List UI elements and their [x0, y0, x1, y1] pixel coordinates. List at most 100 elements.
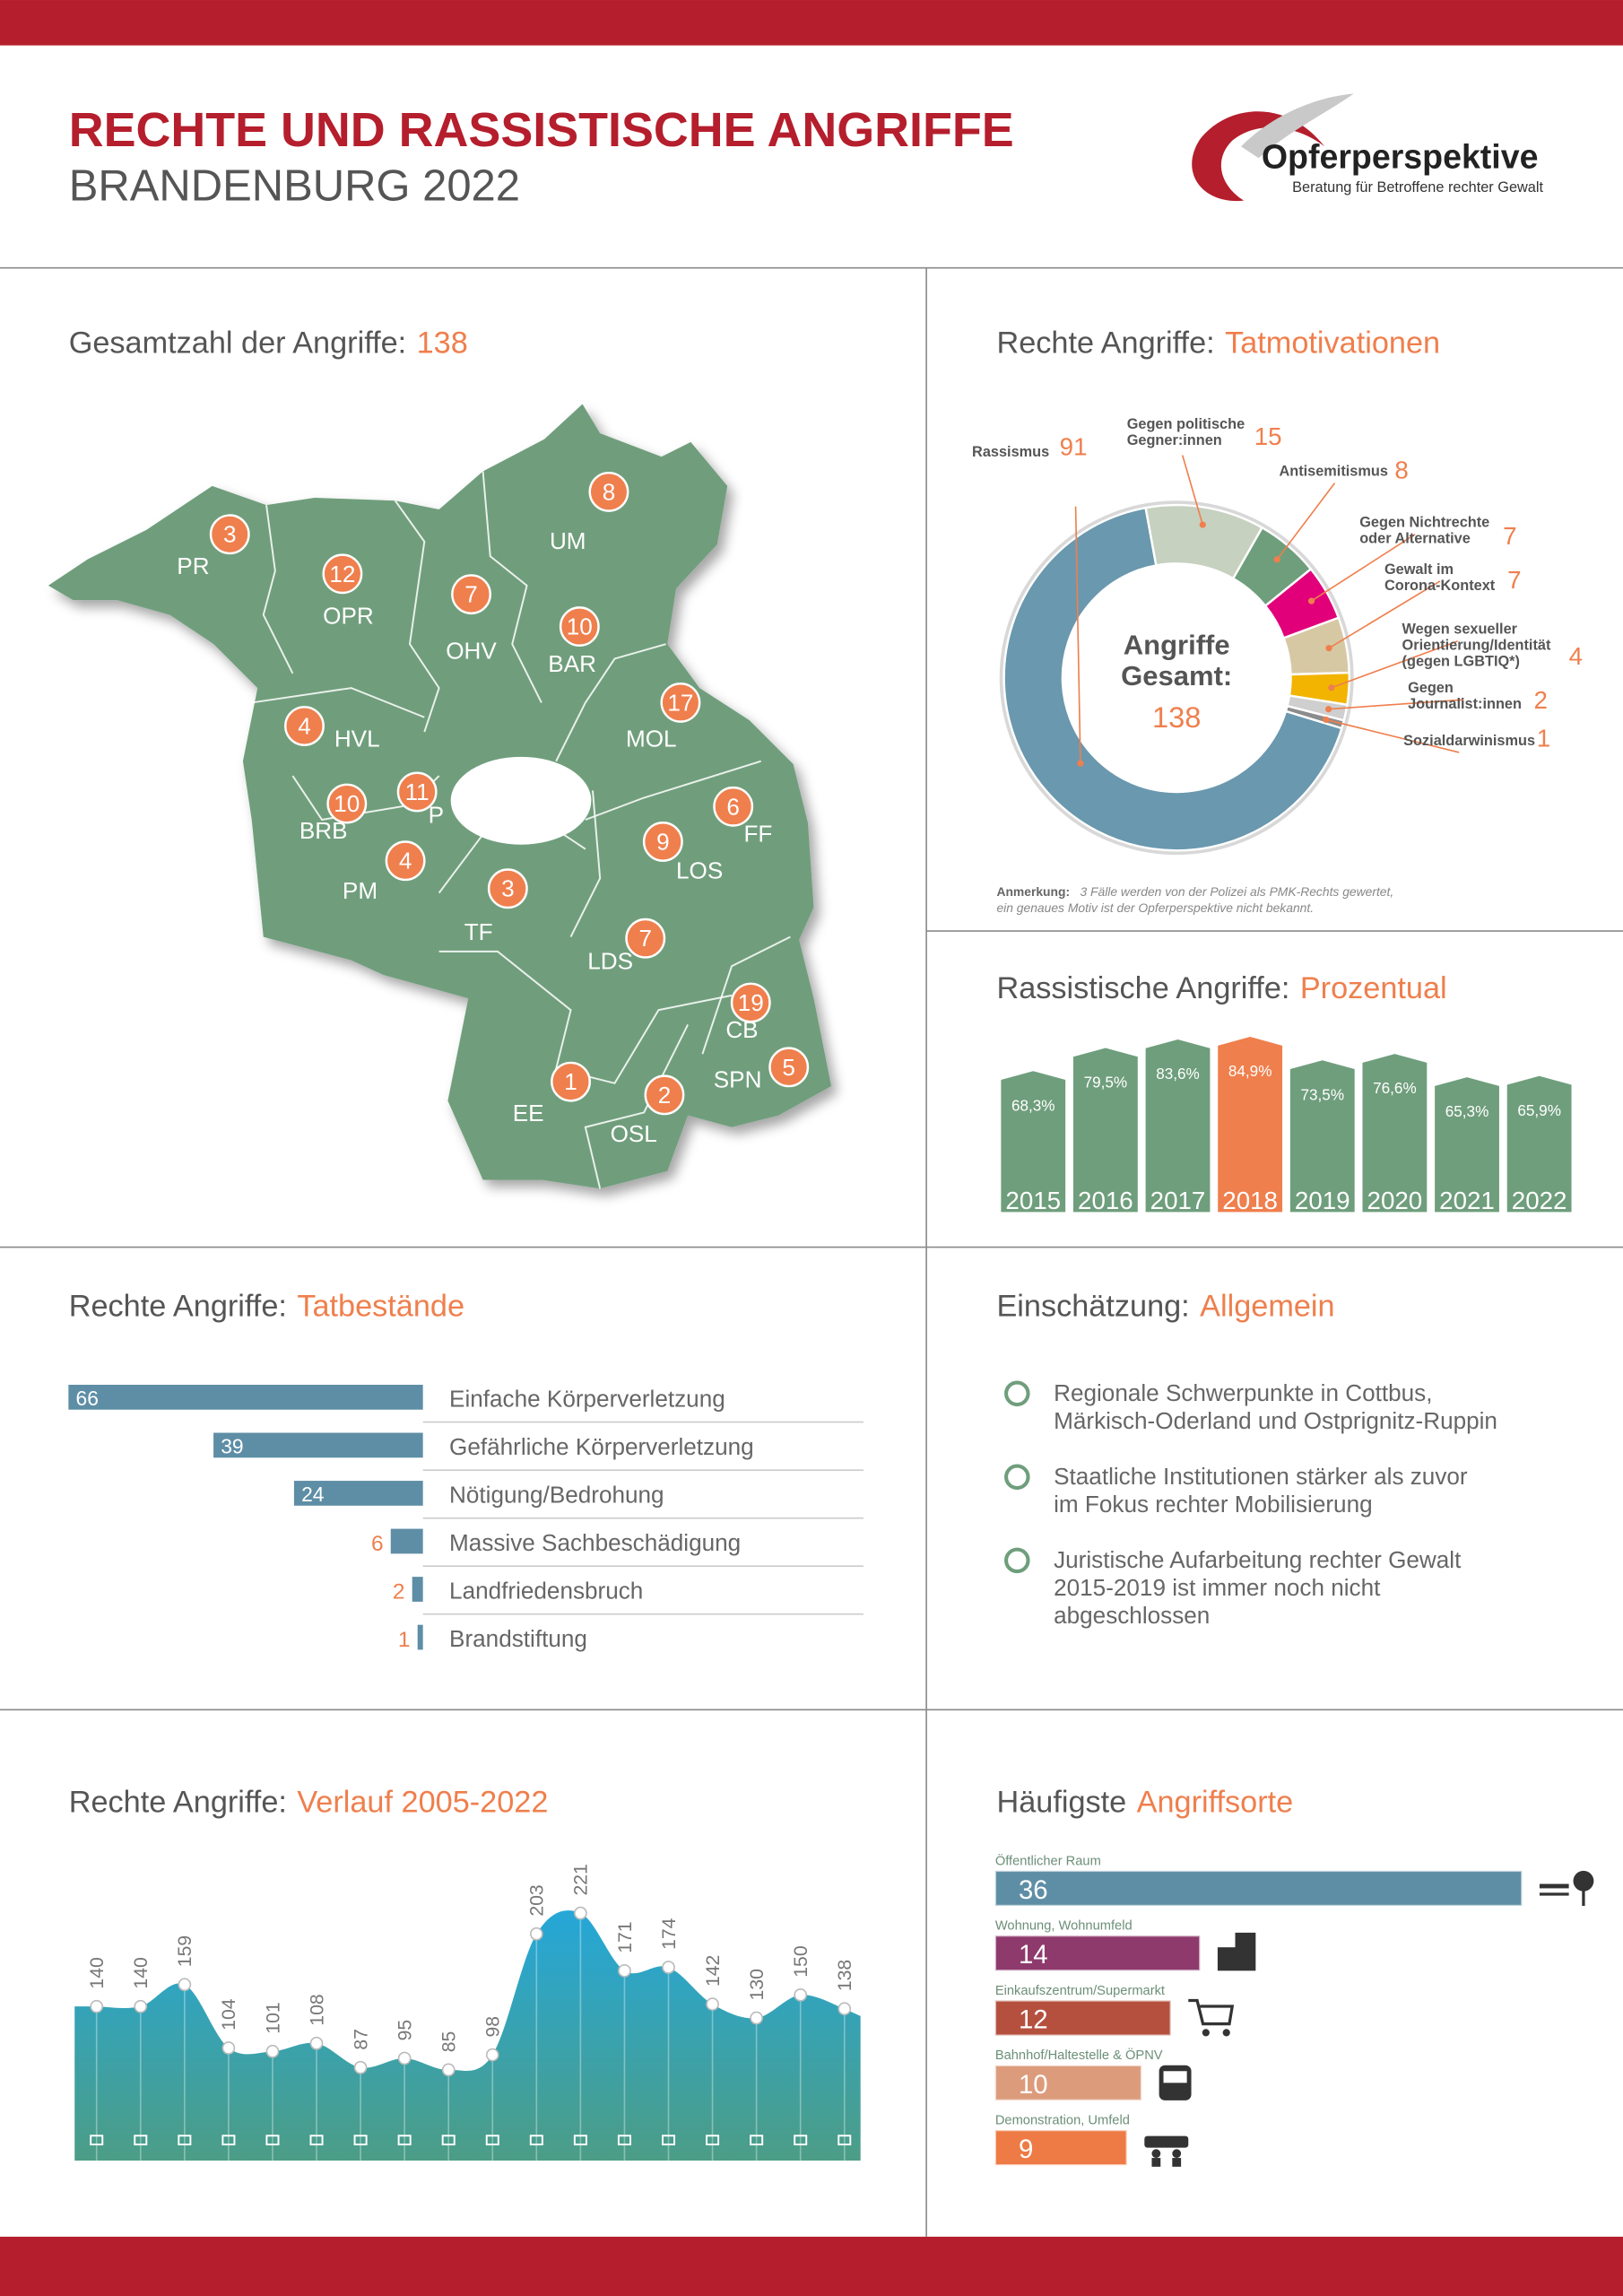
region-value: 5: [782, 1054, 795, 1081]
page-subtitle: BRANDENBURG 2022: [69, 162, 520, 211]
title-lead: Rechte Angriffe:: [996, 326, 1214, 360]
axis-icon: [662, 2135, 676, 2146]
map-border: [701, 935, 791, 1055]
donut-value: 7: [1503, 522, 1516, 550]
axis-icon: [441, 2135, 456, 2146]
map-shape: [48, 404, 832, 1189]
bullet: [1004, 1547, 1030, 1574]
assessment-item-line: abgeschlossen: [1054, 1602, 1210, 1629]
region-marker: [559, 606, 600, 648]
bar-category: Bahnhof/Haltestelle & ÖPNV: [995, 2047, 1163, 2063]
dividers: [0, 266, 1623, 2237]
bar: [213, 1432, 423, 1458]
donut-center-value: 138: [1152, 700, 1201, 734]
point-label: 85: [439, 2031, 460, 2053]
bar-category: Nötigung/Bedrohung: [449, 1482, 664, 1509]
title-accent: Prozentual: [1300, 971, 1447, 1005]
region-value: 7: [638, 925, 652, 952]
assessment-item: Regionale Schwerpunkte in Cottbus, Märkis…: [1054, 1379, 1497, 1434]
donut-label-line: Gegen: [1408, 680, 1454, 696]
point-label: 130: [747, 1969, 768, 2000]
column: [1289, 1060, 1355, 1213]
bar-value: 9: [1019, 2135, 1033, 2164]
region-value: 6: [726, 793, 740, 820]
donut-label: Sozialdarwinismus: [1403, 733, 1535, 749]
column-category: 2021: [1439, 1187, 1495, 1214]
point-label: 142: [703, 1955, 724, 1987]
region-marker: [451, 574, 491, 615]
axis-icon: [573, 2135, 587, 2146]
donut-label: Antisemitismus: [1279, 463, 1387, 479]
icon-part: [1172, 2158, 1182, 2167]
logo: Opferperspektive Beratung für Betroffene…: [1192, 93, 1543, 202]
column-category: 2019: [1295, 1187, 1350, 1214]
title-lead: Häufigste: [996, 1786, 1126, 1820]
column: [1001, 1071, 1066, 1213]
logo-name: Opferperspektive: [1262, 138, 1539, 176]
bar: [417, 1624, 423, 1650]
point-label: 203: [527, 1884, 548, 1916]
leader-line: [1325, 718, 1460, 753]
title-accent: Tatbestände: [297, 1289, 464, 1323]
logo-mark: [1192, 111, 1325, 202]
section-title: Rechte Angriffe: Verlauf 2005-2022: [69, 1786, 549, 1820]
title-accent: Angriffsorte: [1137, 1786, 1294, 1820]
axis-icon: [353, 2135, 368, 2146]
section-title: Rassistische Angriffe: Prozentual: [996, 971, 1446, 1005]
bar-category: Brandstiftung: [449, 1625, 587, 1652]
region-marker: [588, 471, 629, 512]
logo-tagline: Beratung für Betroffene rechter Gewalt: [1292, 179, 1543, 196]
region-value: 12: [329, 561, 355, 587]
bar-category: Öffentlicher Raum: [995, 1852, 1101, 1868]
leader-dot: [1325, 645, 1332, 652]
leader-line: [1276, 483, 1336, 561]
region-value: 9: [656, 828, 670, 855]
point: [221, 2041, 236, 2055]
icon-part: [1235, 1932, 1256, 1971]
region-label: MOL: [626, 725, 677, 752]
section-title: Rechte Angriffe: Tatbestände: [69, 1289, 464, 1323]
leader-line: [1074, 506, 1081, 764]
axis-icon: [90, 2135, 104, 2146]
point: [265, 2044, 280, 2058]
title-lead: Gesamtzahl der Angriffe:: [69, 326, 407, 360]
assessment-item-line: 2015-2019 ist immer noch nicht: [1054, 1574, 1381, 1601]
region-label: OSL: [611, 1120, 657, 1147]
region-label: OPR: [323, 602, 374, 629]
icon-part: [1573, 1870, 1594, 1892]
point-label: 159: [175, 1935, 195, 1967]
region-label: OHV: [446, 637, 497, 664]
column-value-label: 73,5%: [1300, 1085, 1344, 1103]
bar-category: Massive Sachbeschädigung: [449, 1529, 741, 1556]
region-marker: [660, 682, 701, 723]
axis-icon: [309, 2135, 324, 2146]
icon-part: [1163, 2071, 1187, 2083]
donut-label-line: (gegen LGBTIQ*): [1402, 654, 1520, 670]
donut-value: 8: [1394, 457, 1408, 484]
leader-dot: [1273, 556, 1280, 563]
column-value-label: 79,5%: [1084, 1074, 1128, 1091]
region-marker: [730, 982, 771, 1023]
section-title: Gesamtzahl der Angriffe: 138: [69, 326, 468, 360]
donut-label: Rassismus: [972, 444, 1049, 460]
note-line: 3 Fälle werden von der Polizei als PMK-R…: [1080, 884, 1393, 899]
column-category: 2022: [1512, 1187, 1567, 1214]
donut-value: 2: [1533, 686, 1547, 714]
bar-value: 14: [1019, 1940, 1048, 1970]
region-label: UM: [550, 527, 586, 554]
leader-dot: [1328, 684, 1335, 691]
assessment-item: Staatliche Institutionen stärker als zuv…: [1054, 1463, 1468, 1518]
bar: [412, 1577, 423, 1602]
point: [794, 1987, 808, 2002]
map-border: [251, 687, 425, 718]
page-title: RECHTE UND RASSISTISCHE ANGRIFFE: [69, 103, 1014, 157]
point-label: 171: [615, 1921, 636, 1952]
icon-part: [1172, 2149, 1182, 2159]
column-value-label: 65,3%: [1445, 1102, 1489, 1120]
title-lead: Rechte Angriffe:: [69, 1786, 287, 1820]
title-accent: 138: [417, 326, 468, 360]
column-category: 2015: [1005, 1187, 1061, 1214]
